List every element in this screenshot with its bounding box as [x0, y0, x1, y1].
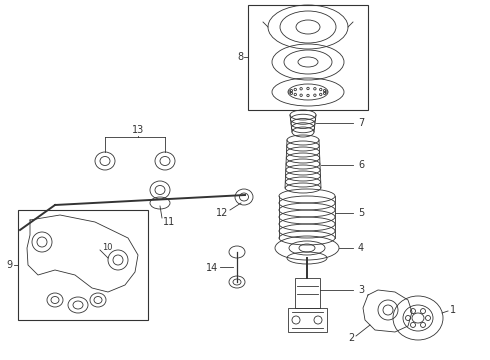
Text: 11: 11 — [163, 217, 175, 227]
Bar — [295, 278, 320, 308]
Text: 9: 9 — [6, 260, 12, 270]
Bar — [18, 210, 148, 320]
Text: 8: 8 — [237, 52, 243, 62]
Bar — [248, 5, 368, 110]
Bar — [288, 308, 327, 332]
Text: 12: 12 — [216, 208, 228, 218]
Text: 7: 7 — [358, 118, 364, 128]
Text: 5: 5 — [358, 208, 364, 218]
Text: 14: 14 — [206, 263, 218, 273]
Text: 13: 13 — [132, 125, 144, 135]
Text: 10: 10 — [102, 243, 113, 252]
Text: 3: 3 — [358, 285, 364, 295]
Text: 4: 4 — [358, 243, 364, 253]
Text: 6: 6 — [358, 160, 364, 170]
Text: 1: 1 — [450, 305, 456, 315]
Text: 2: 2 — [348, 333, 354, 343]
